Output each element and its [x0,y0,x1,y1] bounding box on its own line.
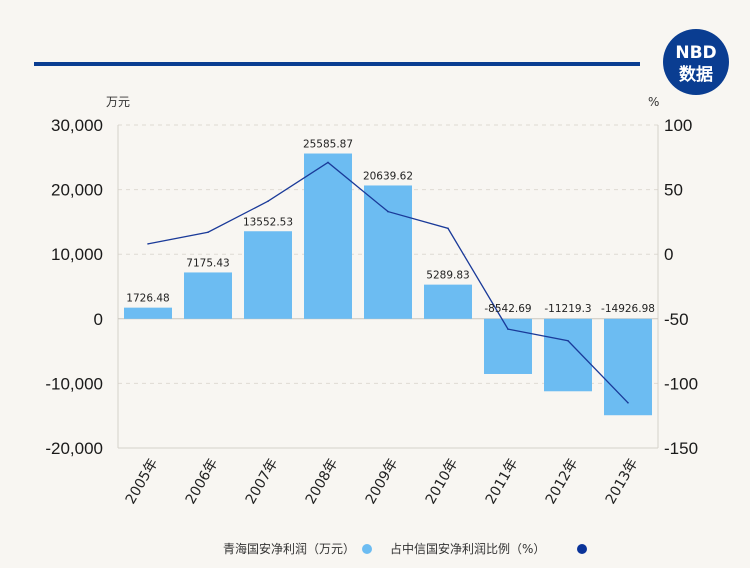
right-tick-label: 50 [664,181,683,200]
bar-value-label: 25585.87 [303,139,353,151]
left-tick-label: 10,000 [51,245,103,264]
right-tick-label: -50 [664,310,689,329]
left-tick-label: 0 [94,310,103,329]
nbd-logo: NBD 数据 [663,29,729,95]
bar [364,185,412,319]
left-tick-label: -20,000 [45,439,103,458]
category-label: 2005年 [123,456,162,507]
legend-label-bar: 青海国安净利润（万元） [223,541,355,556]
left-axis-unit: 万元 [106,95,130,109]
left-tick-label: 20,000 [51,181,103,200]
category-label: 2007年 [243,456,282,507]
right-axis-unit: % [648,95,659,109]
bar-value-label: -11219.3 [544,303,591,315]
logo-line2: 数据 [679,64,713,85]
bar [604,318,652,416]
bar [124,307,172,319]
line-point [387,210,389,213]
category-label: 2008年 [303,456,342,507]
line-point [147,243,149,245]
axes: 30,000 20,000 10,000 0 -10,000 -20,000 100 50 0 -… [45,116,698,458]
bar-value-label: -14926.98 [601,303,655,315]
category-label: 2010年 [423,456,462,507]
line-series [147,161,629,404]
legend: 青海国安净利润（万元） 占中信国安净利润比例（%） [223,541,587,556]
bar-value-label: 20639.62 [363,170,413,182]
right-tick-label: 100 [664,116,692,135]
bar [424,284,472,319]
line-point [207,231,209,234]
legend-dot-bar [362,544,372,554]
legend-dot-line [577,544,587,554]
line-point [507,328,509,330]
line-point [327,161,329,164]
line-point [567,339,569,342]
right-tick-label: -100 [664,374,698,393]
category-label: 2006年 [183,456,222,507]
logo-line1: NBD [675,43,716,63]
category-label: 2009年 [363,456,402,507]
bar-value-label: 5289.83 [426,270,469,282]
bar-value-label: 13552.53 [243,216,293,228]
bar [244,231,292,319]
bar [184,272,232,319]
bar [304,153,352,319]
category-label: 2012年 [543,456,582,507]
bar [484,318,532,374]
bar-value-label: -8542.69 [484,303,531,315]
left-tick-label: 30,000 [51,116,103,135]
bar [544,318,592,392]
line-point [447,227,449,230]
line-point [267,200,269,203]
bar-series [124,153,652,416]
line-point [627,401,629,404]
data-labels: 1726.48 7175.43 13552.53 25585.87 20639.62 52… [126,139,655,315]
bar-value-label: 7175.43 [186,257,229,269]
right-tick-label: 0 [664,245,673,264]
right-tick-label: -150 [664,439,698,458]
category-label: 2011年 [483,456,522,507]
left-tick-label: -10,000 [45,374,103,393]
legend-label-line: 占中信国安净利润比例（%） [390,541,545,556]
header-rule [34,62,640,66]
category-labels: 2005年 2006年 2007年 2008年 2009年 2010年 2011年 2012年… [123,456,642,507]
bar-value-label: 1726.48 [126,293,169,305]
category-label: 2013年 [603,456,642,507]
